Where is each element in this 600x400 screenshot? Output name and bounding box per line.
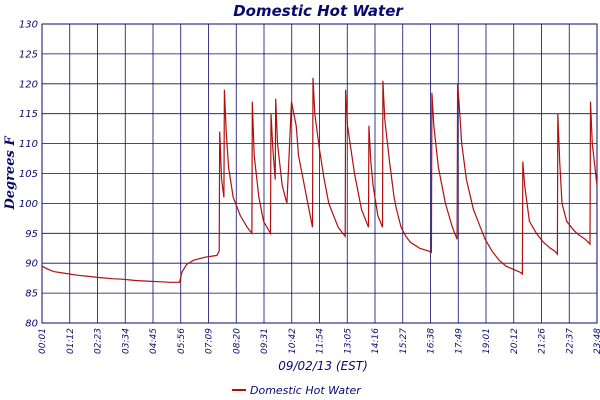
x-tick-label: 13:05	[343, 328, 353, 354]
y-tick-label: 120	[19, 79, 38, 90]
legend: Domestic Hot Water	[232, 384, 362, 397]
y-tick-label: 105	[19, 169, 38, 180]
y-tick-label: 110	[19, 139, 38, 150]
y-axis-label: Degrees F	[3, 136, 18, 211]
x-tick-label: 10:42	[288, 328, 298, 354]
y-tick-label: 95	[25, 229, 38, 240]
x-tick-label: 15:27	[399, 328, 409, 354]
x-tick-labels: 00:01 01:12 02:23 03:34 04:45 05:56 07:09 08:20…	[38, 328, 600, 354]
x-tick-label: 22:37	[565, 328, 575, 354]
x-tick-label: 21:26	[538, 328, 548, 354]
y-tick-label: 130	[19, 20, 38, 31]
legend-label: Domestic Hot Water	[250, 384, 362, 397]
y-tick-label: 80	[25, 319, 38, 330]
y-tick-label: 85	[25, 289, 38, 300]
grid	[41, 23, 598, 324]
series-line-domestic-hot-water	[41, 77, 598, 283]
y-tick-label: 100	[19, 199, 38, 210]
x-tick-label: 17:49	[454, 328, 464, 354]
x-tick-label: 05:56	[177, 328, 187, 354]
x-tick-label: 03:34	[121, 328, 131, 354]
y-tick-labels: 80 85 90 95 100 105 110 115 120 125 130	[19, 20, 38, 330]
x-tick-label: 04:45	[149, 328, 159, 354]
chart-title: Domestic Hot Water	[233, 2, 404, 20]
x-tick-label: 20:12	[510, 328, 520, 354]
x-tick-label: 11:54	[316, 328, 326, 354]
x-tick-label: 23:48	[593, 328, 600, 354]
x-tick-label: 01:12	[66, 328, 76, 354]
x-tick-label: 09:31	[260, 328, 270, 354]
x-tick-label: 08:20	[232, 328, 242, 354]
x-tick-label: 16:38	[427, 328, 437, 354]
y-tick-label: 115	[19, 109, 38, 120]
x-axis-label: 09/02/13 (EST)	[278, 359, 368, 373]
x-tick-label: 00:01	[38, 328, 48, 354]
x-tick-label: 14:16	[371, 328, 381, 354]
x-tick-label: 02:23	[94, 328, 104, 354]
y-tick-label: 90	[25, 259, 38, 270]
x-tick-label: 07:09	[205, 328, 215, 354]
x-tick-label: 19:01	[482, 328, 492, 354]
y-tick-label: 125	[19, 49, 38, 60]
